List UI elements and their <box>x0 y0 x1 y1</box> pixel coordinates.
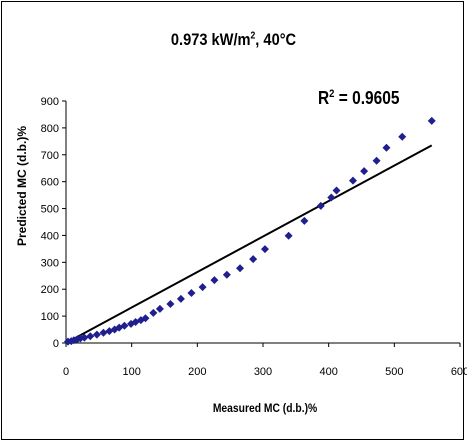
data-point <box>99 328 108 337</box>
data-point <box>260 245 269 254</box>
data-point <box>149 308 158 317</box>
y-tick-label: 100 <box>41 311 59 323</box>
x-tick-label: 200 <box>188 366 206 378</box>
data-point <box>348 176 357 185</box>
data-point <box>141 314 150 323</box>
data-point <box>316 201 325 210</box>
data-point <box>284 231 293 240</box>
y-tick-label: 700 <box>41 150 59 162</box>
data-point <box>92 330 101 339</box>
data-point <box>249 255 258 264</box>
y-tick-label: 600 <box>41 177 59 189</box>
data-point <box>327 193 336 202</box>
data-point <box>222 270 231 279</box>
data-point <box>120 321 129 330</box>
data-point <box>398 132 407 141</box>
data-point <box>372 156 381 165</box>
y-tick-label: 0 <box>53 338 59 350</box>
x-axis-label: Measured MC (d.b.)% <box>212 401 318 415</box>
data-point <box>210 276 219 285</box>
data-point <box>155 304 164 313</box>
r-squared-annotation: R2 = 0.9605 <box>318 88 400 108</box>
data-point <box>236 264 245 273</box>
x-tick-label: 0 <box>63 366 69 378</box>
data-point <box>198 283 207 292</box>
y-tick-label: 900 <box>41 96 59 108</box>
trend-line <box>65 144 433 344</box>
data-point <box>176 294 185 303</box>
chart-title: 0.973 kW/m2, 40°C <box>170 30 297 49</box>
x-tick-label: 100 <box>122 366 140 378</box>
y-tick-label: 400 <box>41 230 59 242</box>
y-tick-label: 500 <box>41 204 59 216</box>
data-point <box>166 300 175 309</box>
y-tick-label: 800 <box>41 123 59 135</box>
y-tick-label: 300 <box>41 257 59 269</box>
data-point <box>427 116 436 125</box>
x-tick-label: 300 <box>254 366 272 378</box>
x-tick-label: 400 <box>319 366 337 378</box>
data-point <box>300 216 309 225</box>
data-point <box>187 288 196 297</box>
x-tick-label: 500 <box>385 366 403 378</box>
data-point <box>80 333 89 342</box>
y-tick-label: 200 <box>41 284 59 296</box>
data-point <box>360 167 369 176</box>
data-point <box>332 186 341 195</box>
data-point <box>86 332 95 341</box>
data-point <box>382 143 391 152</box>
x-tick-label: 600 <box>451 366 467 378</box>
